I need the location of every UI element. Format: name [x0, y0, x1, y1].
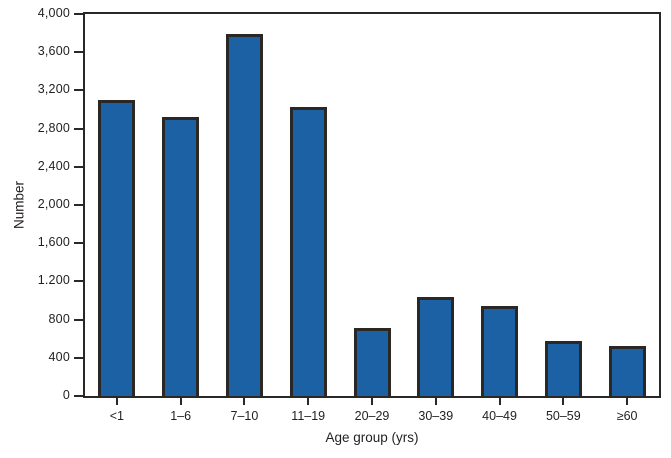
y-tick-mark [74, 242, 85, 245]
y-tick-label: 2,800 [37, 120, 70, 135]
x-tick-label: 7–10 [230, 409, 259, 423]
bar-20–29 [353, 328, 391, 396]
bar-slot [404, 14, 468, 396]
x-axis-title: Age group (yrs) [325, 430, 419, 445]
y-tick-label: 0 [62, 388, 70, 402]
y-tick-mark [74, 127, 85, 130]
x-tick-mark [498, 396, 501, 405]
y-tick-mark [74, 395, 85, 397]
x-tick-mark [371, 396, 373, 405]
bar-1–6 [162, 117, 200, 396]
x-tick-mark [307, 396, 310, 405]
bar-7–10 [225, 34, 263, 396]
x-tick-mark [179, 396, 182, 405]
x-tick-mark [115, 396, 118, 405]
plot-area: 0 400 800 1.200 1,600 2,000 2,400 2,800 3,200 3,6… [38, 6, 661, 423]
y-tick-label: 1.200 [37, 273, 70, 288]
y-tick-label: 4,000 [37, 6, 70, 20]
x-tick-label: 40–49 [482, 409, 517, 423]
y-tick-mark [74, 89, 85, 92]
bar-11–19 [289, 106, 327, 396]
x-tick-label: 1–6 [170, 409, 192, 423]
x-tick-mark [562, 396, 565, 405]
bar-slot [340, 14, 404, 396]
x-tick-label: 11–19 [291, 409, 326, 423]
y-tick-mark [74, 165, 85, 168]
bar-slot [149, 14, 213, 396]
y-tick-mark [74, 13, 85, 15]
bar-50–59 [544, 340, 582, 396]
x-tick-label: <1 [109, 409, 125, 423]
y-tick-mark [74, 204, 85, 206]
y-tick-label: 1,600 [37, 235, 70, 250]
bar-slot [531, 14, 595, 396]
y-tick-mark [74, 356, 85, 359]
bar-<1 [98, 99, 136, 396]
bar-slot [85, 14, 149, 396]
bar-slot [213, 14, 277, 396]
bars-container [85, 14, 659, 396]
y-tick-mark [74, 51, 85, 54]
x-tick-label: 50–59 [545, 409, 581, 423]
bar-30–39 [417, 296, 455, 396]
bar-slot [595, 14, 659, 396]
bar-slot [276, 14, 340, 396]
x-tick-mark [626, 396, 629, 405]
x-tick-mark [243, 396, 246, 405]
x-tick-label: 20–29 [354, 409, 390, 423]
bar-≥60 [608, 346, 646, 396]
bar-40–49 [481, 306, 519, 396]
y-tick-label: 3,600 [37, 44, 70, 59]
y-tick-label: 2,000 [37, 197, 70, 211]
y-tick-label: 2,400 [37, 158, 70, 173]
y-tick-label: 800 [48, 311, 70, 326]
bar-slot [468, 14, 532, 396]
y-tick-mark [74, 318, 85, 321]
y-tick-label: 3,200 [37, 82, 70, 97]
x-tick-label: 30–39 [418, 409, 454, 423]
y-tick-label: 400 [48, 349, 70, 364]
x-tick-label: ≥60 [616, 409, 638, 423]
x-tick-mark [434, 396, 437, 405]
y-tick-mark [74, 280, 85, 283]
